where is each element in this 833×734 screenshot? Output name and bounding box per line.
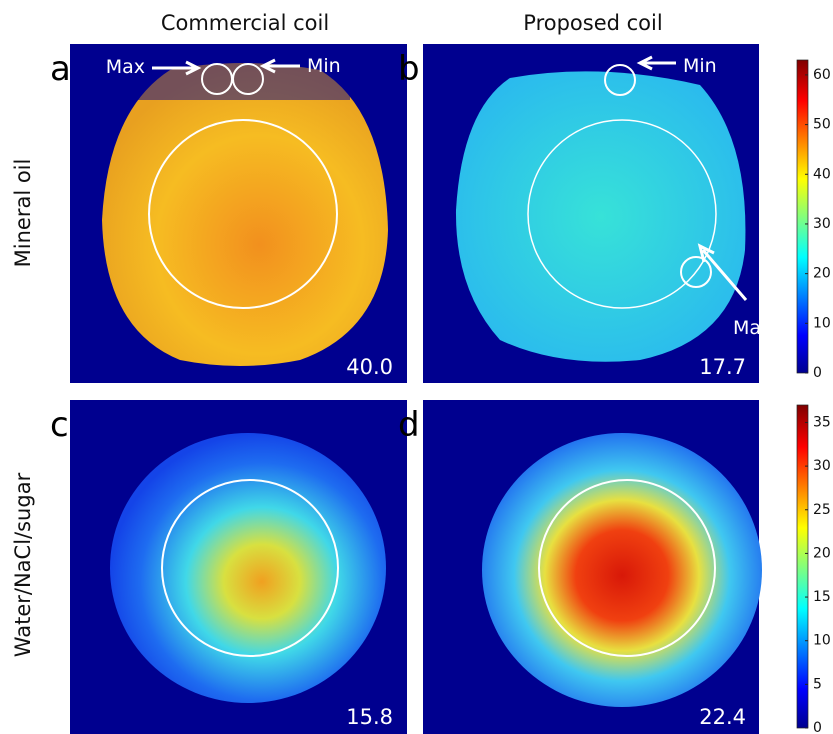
row-title: Mineral oil [11,159,35,268]
tick-label: 30 [813,216,831,232]
annotation: Min [307,55,341,77]
panel-c [70,400,407,734]
panel-letter: b [398,49,420,89]
annotation: Max [733,317,772,339]
tick-label: 15 [813,589,831,605]
tick-label: 20 [813,266,831,282]
row-title: Water/NaCl/sugar [11,472,35,657]
colorbar [796,59,809,374]
tick-label: 60 [813,67,831,83]
panel-a [70,44,407,383]
panel-letter: c [50,405,69,445]
panel-b [423,44,759,383]
annotation: Min [683,55,717,77]
panel-d [423,400,762,734]
tick-label: 25 [813,502,831,518]
tick-label: 40 [813,166,831,182]
tick-label: 10 [813,633,831,649]
tick-label: 5 [813,676,822,692]
panel-value: 40.0 [346,355,393,379]
annotation: Max [106,56,145,78]
panel-value: 22.4 [699,705,746,729]
panel-value: 15.8 [346,705,393,729]
tick-label: 20 [813,545,831,561]
tick-label: 35 [813,414,831,430]
column-title: Proposed coil [523,11,662,35]
tick-label: 0 [813,720,822,734]
tick-label: 0 [813,365,822,381]
colorbar [796,404,809,729]
column-title: Commercial coil [161,11,329,35]
tick-label: 30 [813,458,831,474]
panel-letter: a [50,49,71,89]
tick-label: 10 [813,315,831,331]
tick-label: 50 [813,117,831,133]
panel-value: 17.7 [699,355,746,379]
panel-letter: d [398,405,420,445]
